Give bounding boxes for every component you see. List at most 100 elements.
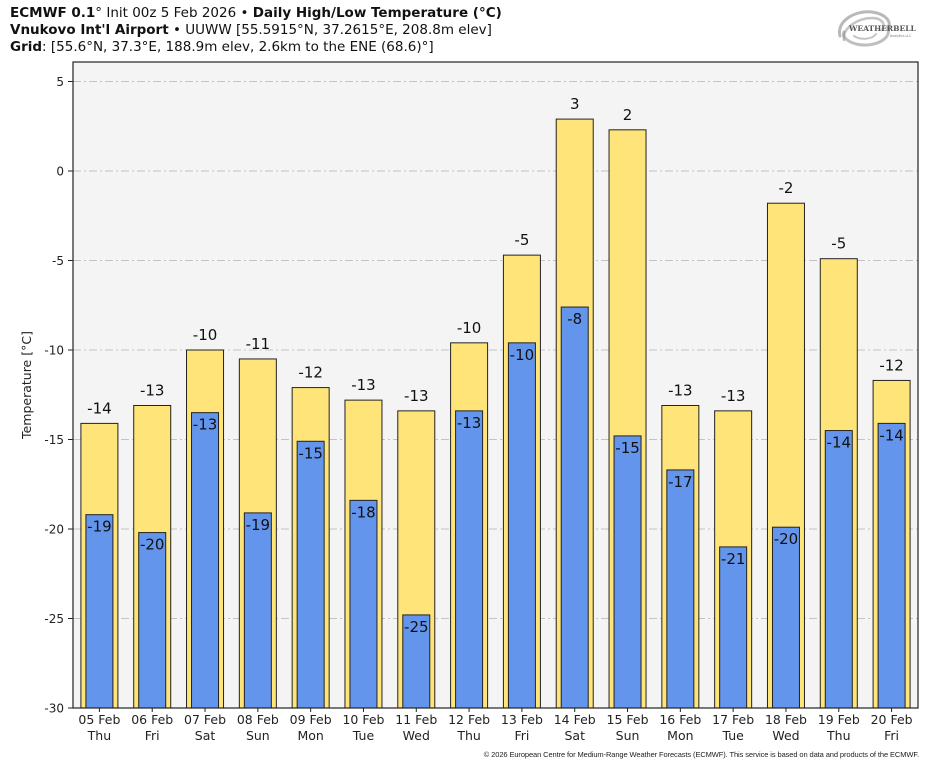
high-value-label: -2 [778, 179, 793, 197]
x-tick-label-date: 08 Feb [237, 712, 279, 727]
y-tick-label: -10 [44, 344, 64, 358]
low-bar [402, 614, 431, 709]
x-tick-label-weekday: Fri [884, 728, 899, 743]
x-tick-label-date: 06 Feb [131, 712, 173, 727]
low-bar [85, 514, 114, 709]
low-bar [613, 435, 642, 709]
x-tick-label-weekday: Wed [772, 728, 799, 743]
low-value-label: -18 [351, 503, 376, 521]
x-tick-label-weekday: Tue [352, 728, 375, 743]
init-time: Init 00z 5 Feb 2026 • [102, 5, 253, 21]
low-value-label: -20 [774, 530, 799, 548]
low-value-label: -25 [404, 618, 429, 636]
low-value-label: -21 [721, 550, 746, 568]
chart-header-line-3: Grid: [55.6°N, 37.3°E, 188.9m elev, 2.6k… [10, 39, 434, 56]
x-tick-label-weekday: Sun [246, 728, 270, 743]
x-tick-label-date: 16 Feb [659, 712, 701, 727]
low-value-label: -15 [615, 439, 640, 457]
low-value-label: -13 [457, 414, 482, 432]
x-tick-label-weekday: Wed [403, 728, 430, 743]
low-value-label: -8 [567, 310, 582, 328]
x-tick-label-weekday: Thu [87, 728, 111, 743]
logo-text: WEATHERBELL [848, 24, 916, 33]
chart-title: Daily High/Low Temperature (°C) [252, 5, 502, 21]
y-tick-label: -5 [52, 254, 64, 268]
swirl-logo-icon [837, 10, 891, 47]
low-bar [191, 412, 220, 709]
low-value-label: -19 [87, 518, 112, 536]
station-name: Vnukovo Int'l Airport [10, 22, 169, 38]
x-tick-label-date: 20 Feb [871, 712, 913, 727]
low-value-label: -17 [668, 473, 693, 491]
high-value-label: -13 [404, 387, 429, 405]
logo-subtext: Analytics LLC [890, 34, 912, 38]
x-tick-label-weekday: Sat [564, 728, 585, 743]
x-tick-label-date: 07 Feb [184, 712, 226, 727]
x-tick-label-weekday: Tue [721, 728, 744, 743]
high-value-label: -13 [721, 387, 746, 405]
x-tick-label-date: 13 Feb [501, 712, 543, 727]
high-value-label: -11 [246, 335, 271, 353]
x-tick-label-weekday: Thu [456, 728, 480, 743]
x-tick-label-date: 09 Feb [290, 712, 332, 727]
low-bar [455, 410, 484, 709]
data-labels: -14 -19 -13 -20 -10 -13 -11 -19 -12 -15 -13 -18 -13 -… [87, 95, 904, 636]
high-value-label: -13 [140, 381, 165, 399]
copyright-notice: © 2026 European Centre for Medium-Range … [483, 750, 919, 759]
degree-symbol: ° [95, 5, 103, 21]
high-value-label: -10 [193, 326, 218, 344]
high-value-label: -12 [298, 364, 323, 382]
chart-header-line-1: ECMWF 0.1° Init 00z 5 Feb 2026 • Daily H… [10, 5, 502, 22]
low-bar [824, 430, 853, 709]
x-tick-label-date: 18 Feb [765, 712, 807, 727]
x-tick-label-weekday: Thu [826, 728, 850, 743]
high-value-label: -12 [879, 356, 904, 374]
low-value-label: -13 [193, 416, 218, 434]
low-bar [243, 512, 272, 709]
low-value-label: -14 [879, 426, 904, 444]
low-bar [719, 546, 748, 709]
x-tick-label-date: 17 Feb [712, 712, 754, 727]
low-value-label: -19 [246, 516, 271, 534]
low-bar [138, 532, 167, 709]
x-tick-label-weekday: Mon [297, 728, 323, 743]
x-tick-label-date: 15 Feb [607, 712, 649, 727]
x-tick-label-date: 11 Feb [395, 712, 437, 727]
low-bar [349, 499, 378, 709]
bars [80, 118, 911, 709]
x-tick-label-weekday: Sun [616, 728, 640, 743]
weatherbell-logo: WEATHERBELL Analytics LLC [837, 10, 916, 47]
grid-info: : [55.6°N, 37.3°E, 188.9m elev, 2.6km to… [42, 39, 434, 55]
x-tick-label-weekday: Mon [667, 728, 693, 743]
x-tick-label-date: 12 Feb [448, 712, 490, 727]
high-value-label: -13 [668, 381, 693, 399]
low-bar [560, 306, 589, 709]
x-tick-label-date: 10 Feb [342, 712, 384, 727]
high-value-label: -14 [87, 399, 112, 417]
plot-frame [72, 61, 919, 709]
model-name: ECMWF 0.1 [10, 5, 96, 21]
x-tick-label-date: 19 Feb [818, 712, 860, 727]
y-tick-label: 5 [56, 75, 64, 89]
high-value-label: -5 [514, 231, 529, 249]
x-tick-label-date: 05 Feb [78, 712, 120, 727]
high-value-label: -10 [457, 319, 482, 337]
y-tick-label: 0 [56, 165, 64, 179]
x-tick-label-weekday: Sat [195, 728, 216, 743]
x-tick-label-weekday: Fri [514, 728, 529, 743]
station-info: • UUWW [55.5915°N, 37.2615°E, 208.8m ele… [168, 22, 492, 38]
low-value-label: -15 [298, 444, 323, 462]
high-value-label: -5 [831, 235, 846, 253]
y-tick-label: -15 [44, 433, 64, 447]
y-tick-label: -30 [44, 702, 64, 716]
y-axis: 5 0 -5 -10 -15 -20 -25 -30 [44, 75, 73, 716]
low-value-label: -10 [510, 346, 535, 364]
x-tick-label-weekday: Fri [145, 728, 160, 743]
x-tick-label-date: 14 Feb [554, 712, 596, 727]
high-value-label: 3 [570, 95, 580, 113]
low-bar [771, 526, 800, 709]
y-tick-label: -20 [44, 523, 64, 537]
low-bar [296, 440, 325, 709]
high-value-label: -13 [351, 376, 376, 394]
